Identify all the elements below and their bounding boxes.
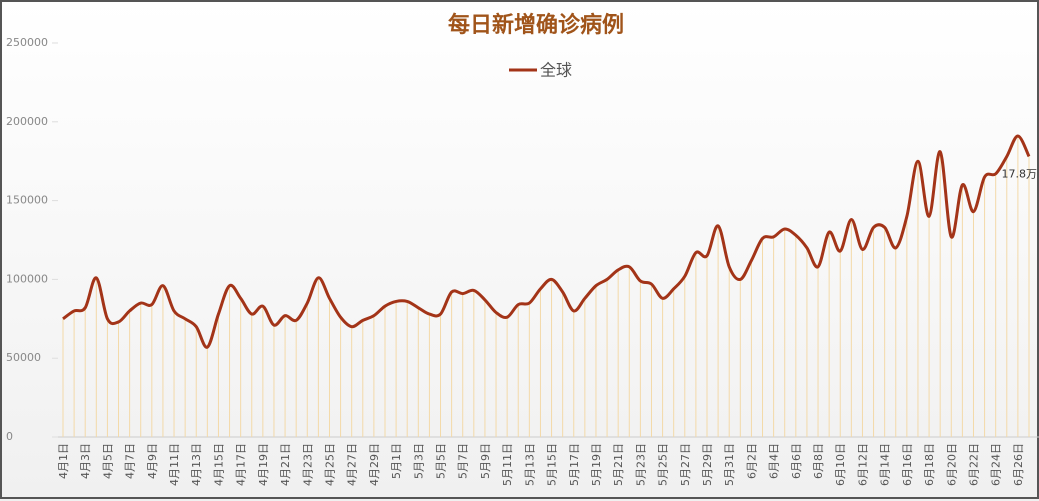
x-tick-label: 5月29日 [701, 443, 714, 486]
x-tick-label: 6月16日 [901, 443, 914, 486]
x-tick-label: 5月5日 [435, 443, 448, 479]
x-tick-label: 4月3日 [79, 443, 92, 479]
x-tick-label: 6月24日 [990, 443, 1003, 486]
y-tick-label: 250000 [6, 36, 48, 49]
x-tick-label: 6月10日 [834, 443, 847, 486]
y-tick-label: 200000 [6, 115, 48, 128]
y-tick-label: 50000 [6, 351, 41, 364]
legend-label: 全球 [540, 61, 572, 80]
x-tick-label: 4月9日 [146, 443, 159, 479]
x-tick-label: 5月1日 [390, 443, 403, 479]
x-tick-label: 4月11日 [168, 443, 181, 486]
x-tick-label: 4月15日 [212, 443, 225, 486]
y-tick-label: 0 [6, 430, 13, 443]
x-tick-label: 4月13日 [190, 443, 203, 486]
x-tick-label: 5月21日 [612, 443, 625, 486]
chart-title: 每日新增确诊病例 [448, 12, 624, 38]
x-tick-label: 6月22日 [967, 443, 980, 486]
x-tick-label: 5月15日 [546, 443, 559, 486]
x-tick-label: 5月13日 [523, 443, 536, 486]
x-tick-label: 6月14日 [879, 443, 892, 486]
x-tick-label: 5月27日 [679, 443, 692, 486]
x-tick-label: 6月20日 [945, 443, 958, 486]
x-tick-label: 5月19日 [590, 443, 603, 486]
legend: 全球 [509, 61, 572, 80]
x-tick-label: 4月1日 [57, 443, 70, 479]
x-tick-label: 6月6日 [790, 443, 803, 479]
x-tick-label: 5月25日 [657, 443, 670, 486]
x-tick-label: 6月8日 [812, 443, 825, 479]
x-tick-label: 4月25日 [323, 443, 336, 486]
x-tick-label: 5月3日 [412, 443, 425, 479]
x-tick-label: 4月27日 [346, 443, 359, 486]
x-tick-label: 4月5日 [101, 443, 114, 479]
x-tick-label: 6月12日 [856, 443, 869, 486]
x-tick-label: 6月18日 [923, 443, 936, 486]
x-tick-label: 5月23日 [634, 443, 647, 486]
x-tick-label: 5月31日 [723, 443, 736, 486]
x-tick-label: 6月4日 [768, 443, 781, 479]
x-tick-label: 4月17日 [235, 443, 248, 486]
x-tick-label: 4月21日 [279, 443, 292, 486]
x-tick-label: 4月29日 [368, 443, 381, 486]
x-tick-label: 6月26日 [1012, 443, 1025, 486]
x-tick-label: 5月11日 [501, 443, 514, 486]
x-tick-label: 6月2日 [745, 443, 758, 479]
x-tick-label: 5月17日 [568, 443, 581, 486]
data-label: 17.8万 [1002, 167, 1038, 180]
y-tick-label: 150000 [6, 194, 48, 207]
x-tick-label: 4月19日 [257, 443, 270, 486]
x-tick-label: 4月7日 [124, 443, 137, 479]
x-tick-label: 5月7日 [457, 443, 470, 479]
series-line [62, 134, 1031, 349]
x-tick-label: 5月9日 [479, 443, 492, 479]
x-tick-label: 4月23日 [301, 443, 314, 486]
y-tick-label: 100000 [6, 272, 48, 285]
